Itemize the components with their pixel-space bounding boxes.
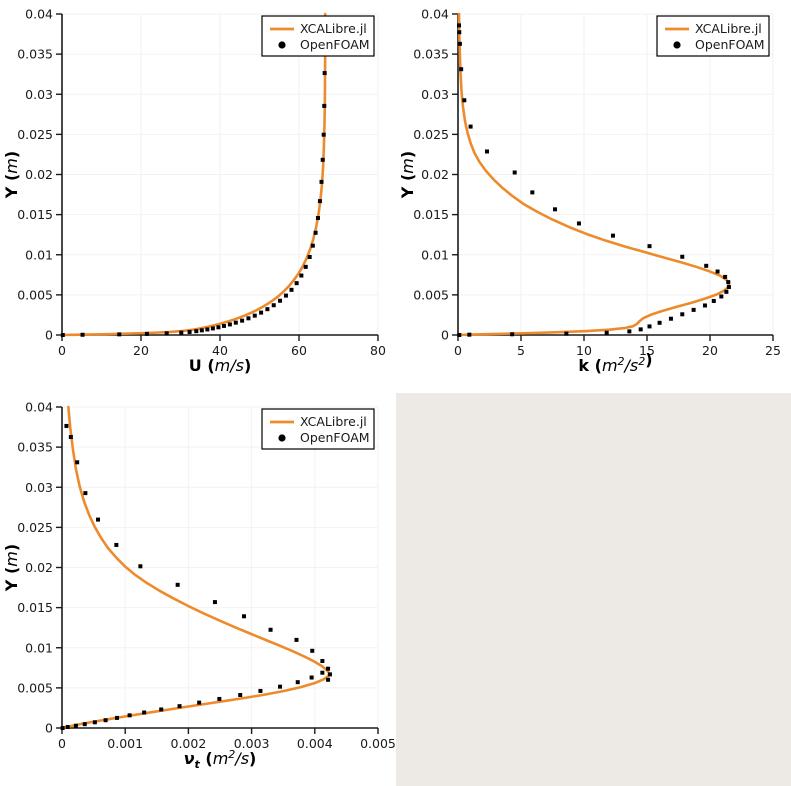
panel-velocity: 0 20 40 60 80 0 0.005 0.01 0.015 0.02 0.025 0.03 0.0…: [0, 0, 396, 393]
series-line-xcalibre: [60, 12, 327, 337]
x-tick-label: 0.001: [107, 736, 143, 751]
legend-label-xcalibre: XCALibre.jl: [695, 21, 762, 36]
legend-label-openfoam: OpenFOAM: [300, 37, 370, 52]
x-tick-label: 0: [58, 736, 66, 751]
y-tick-label: 0.005: [17, 680, 53, 695]
turbulent-viscosity-plot[interactable]: 0 0.001 0.002 0.003 0.004 0.005 0 0.005 0.01 0.01…: [0, 393, 396, 786]
x-axis-title: νt (m2/s): [184, 748, 257, 771]
x-axis-ticks: 0 5 10 15 20 25: [454, 335, 781, 358]
legend-label-openfoam: OpenFOAM: [300, 430, 370, 445]
y-tick-label: 0: [441, 328, 449, 343]
y-axis-title: Y (m): [398, 151, 417, 199]
x-axis-title: k (m2/s2): [578, 350, 652, 375]
y-tick-label: 0.03: [421, 87, 449, 102]
y-tick-label: 0.01: [25, 247, 53, 262]
gridlines: [457, 13, 774, 336]
y-axis-title: Y (m): [2, 544, 21, 592]
y-tick-label: 0.035: [17, 440, 53, 455]
x-tick-label: 80: [370, 343, 386, 358]
x-tick-label: 15: [639, 343, 655, 358]
y-axis-ticks: 0 0.005 0.01 0.015 0.02 0.025 0.03 0.035 0.04: [17, 400, 62, 736]
y-tick-label: 0.04: [25, 7, 53, 22]
y-tick-label: 0: [45, 328, 53, 343]
y-tick-label: 0.04: [25, 400, 53, 415]
x-tick-label: 0: [454, 343, 462, 358]
panel-tke: 0 5 10 15 20 25 0 0.005 0.01 0.015 0.02 0.025 0.03 0.…: [396, 0, 791, 393]
y-axis-title: Y (m): [2, 151, 21, 199]
y-tick-label: 0.015: [17, 600, 53, 615]
y-tick-label: 0.015: [413, 207, 449, 222]
y-tick-label: 0: [45, 721, 53, 736]
x-tick-label: 0.004: [297, 736, 333, 751]
legend-box: [261, 15, 375, 57]
x-axis-title: U (m/s): [189, 356, 252, 375]
y-tick-label: 0.015: [17, 207, 53, 222]
velocity-plot[interactable]: 0 20 40 60 80 0 0.005 0.01 0.015 0.02 0.025 0.03 0.0…: [0, 0, 396, 393]
y-tick-label: 0.025: [413, 127, 449, 142]
x-axis-ticks: 0 20 40 60 80: [58, 335, 386, 358]
x-tick-label: 20: [702, 343, 718, 358]
legend-marker-swatch: [673, 41, 681, 49]
series-line-xcalibre: [61, 405, 331, 730]
x-tick-label: 20: [133, 343, 149, 358]
x-tick-label: 0.003: [234, 736, 270, 751]
legend-marker-swatch: [278, 41, 286, 49]
x-tick-label: 0: [58, 343, 66, 358]
y-tick-label: 0.005: [413, 287, 449, 302]
legend-marker-swatch: [278, 434, 286, 442]
x-tick-label: 0.005: [360, 736, 396, 751]
y-tick-label: 0.01: [421, 247, 449, 262]
panel-turbulent-viscosity: 0 0.001 0.002 0.003 0.004 0.005 0 0.005 0.01 0.01…: [0, 393, 396, 786]
legend-box: [261, 408, 375, 450]
series-line-xcalibre: [457, 12, 731, 337]
y-axis-ticks: 0 0.005 0.01 0.015 0.02 0.025 0.03 0.035 0.04: [413, 7, 458, 343]
series-markers-openfoam: [457, 23, 731, 337]
y-tick-label: 0.025: [17, 520, 53, 535]
y-tick-label: 0.02: [25, 560, 53, 575]
y-tick-label: 0.04: [421, 7, 449, 22]
y-tick-label: 0.02: [421, 167, 449, 182]
y-tick-label: 0.03: [25, 87, 53, 102]
x-tick-label: 0.002: [171, 736, 207, 751]
legend-label-xcalibre: XCALibre.jl: [300, 414, 367, 429]
y-tick-label: 0.02: [25, 167, 53, 182]
y-tick-label: 0.005: [17, 287, 53, 302]
series-markers-openfoam: [60, 423, 332, 730]
x-tick-label: 60: [291, 343, 307, 358]
tke-plot[interactable]: 0 5 10 15 20 25 0 0.005 0.01 0.015 0.02 0.025 0.03 0.…: [396, 0, 791, 393]
x-axis-ticks: 0 0.001 0.002 0.003 0.004 0.005: [58, 728, 396, 751]
legend-label-openfoam: OpenFOAM: [695, 37, 765, 52]
y-tick-label: 0.035: [413, 47, 449, 62]
series-markers-openfoam: [60, 25, 328, 337]
x-tick-label: 5: [517, 343, 525, 358]
panel-empty: [396, 393, 791, 786]
gridlines: [61, 406, 379, 729]
y-tick-label: 0.035: [17, 47, 53, 62]
y-tick-label: 0.025: [17, 127, 53, 142]
x-tick-label: 40: [212, 343, 228, 358]
x-tick-label: 25: [765, 343, 781, 358]
y-tick-label: 0.03: [25, 480, 53, 495]
gridlines: [61, 13, 379, 336]
x-tick-label: 10: [576, 343, 592, 358]
y-tick-label: 0.01: [25, 640, 53, 655]
legend-box: [656, 15, 770, 57]
legend-label-xcalibre: XCALibre.jl: [300, 21, 367, 36]
y-axis-ticks: 0 0.005 0.01 0.015 0.02 0.025 0.03 0.035 0.04: [17, 7, 62, 343]
